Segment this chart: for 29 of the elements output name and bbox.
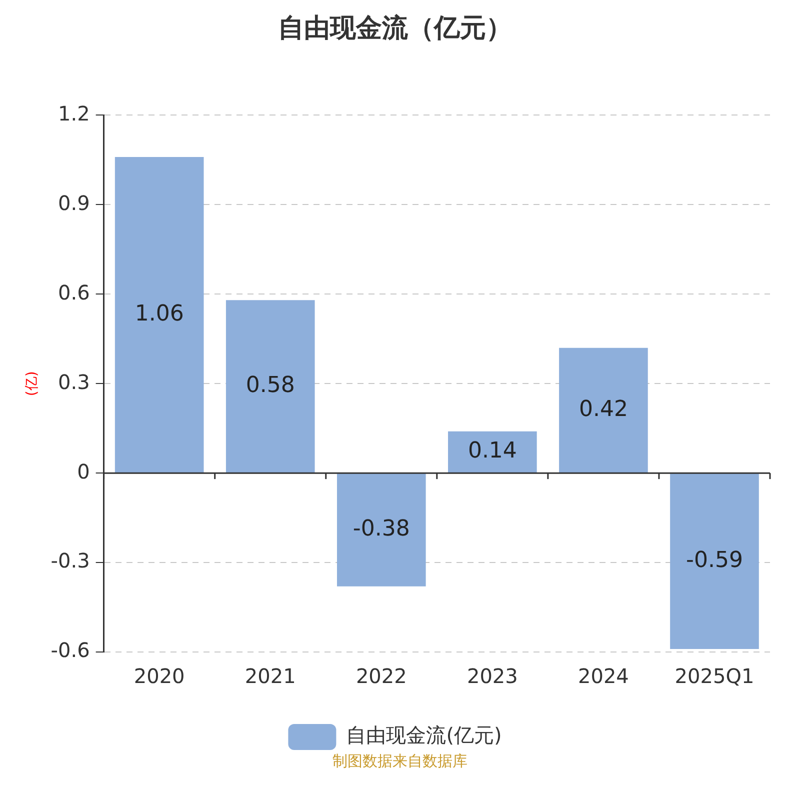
x-tick-label: 2021 [244, 664, 296, 688]
bar [670, 474, 759, 650]
x-tick-label: 2024 [578, 664, 629, 688]
data-label: 0.14 [468, 438, 517, 464]
y-tick-label: 0.3 [58, 370, 90, 394]
x-tick-label: 2023 [466, 664, 518, 688]
y-tick-label: -0.6 [50, 638, 90, 662]
bar [336, 474, 426, 586]
data-label: -0.59 [686, 548, 743, 574]
x-tick-label: 2022 [356, 664, 407, 688]
y-tick-label: 0.6 [58, 280, 90, 304]
x-tick-label: 2025Q1 [674, 664, 754, 688]
y-tick-label: 0.9 [58, 190, 90, 215]
y-tick-label: -0.3 [50, 548, 90, 573]
y-axis-title: (亿) [24, 371, 40, 396]
bar [114, 156, 204, 473]
text: 制图数据来自数据库 [332, 752, 468, 771]
data-label: 1.06 [134, 301, 184, 326]
bar [226, 300, 315, 473]
bar [559, 348, 648, 473]
data-label: 0.42 [578, 396, 628, 422]
bar [448, 431, 537, 473]
x-tick-label: 2020 [134, 664, 185, 688]
legend-label: 自由现金流(亿元) [346, 723, 502, 748]
data-label: 0.58 [246, 373, 295, 398]
data-label: -0.38 [352, 516, 410, 542]
y-tick-label: 0 [77, 459, 90, 484]
y-tick-label: 1.2 [58, 101, 90, 126]
chart-title: 自由现金流（亿元） [278, 13, 512, 44]
